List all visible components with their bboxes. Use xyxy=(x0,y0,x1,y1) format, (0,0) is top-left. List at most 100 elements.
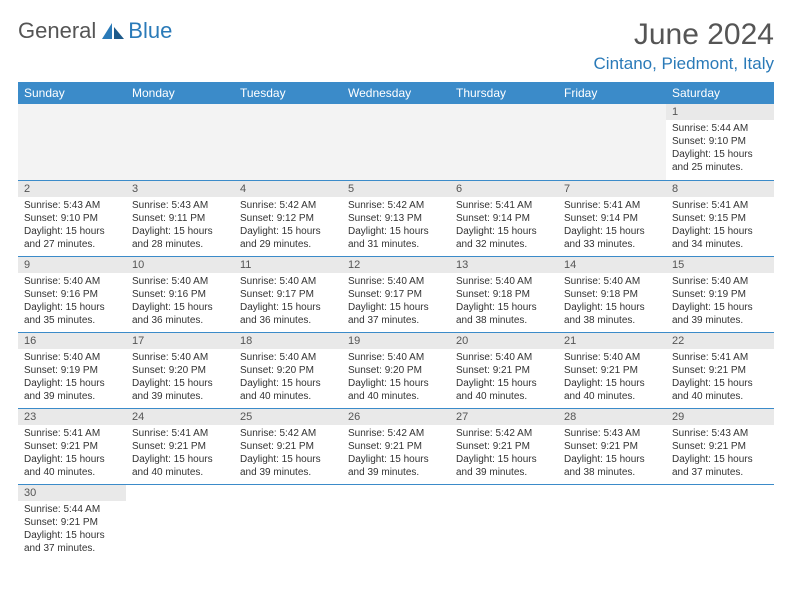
day-number: 2 xyxy=(18,181,126,197)
daylight-text: Daylight: 15 hours and 40 minutes. xyxy=(24,453,120,479)
sunset-text: Sunset: 9:16 PM xyxy=(24,288,120,301)
sunrise-text: Sunrise: 5:42 AM xyxy=(348,199,444,212)
day-body: Sunrise: 5:41 AMSunset: 9:21 PMDaylight:… xyxy=(18,425,126,483)
weekday-header: Monday xyxy=(126,82,234,104)
daylight-text: Daylight: 15 hours and 40 minutes. xyxy=(456,377,552,403)
sunrise-text: Sunrise: 5:42 AM xyxy=(240,199,336,212)
calendar-cell xyxy=(234,484,342,560)
daylight-text: Daylight: 15 hours and 36 minutes. xyxy=(240,301,336,327)
sunrise-text: Sunrise: 5:40 AM xyxy=(24,275,120,288)
sunrise-text: Sunrise: 5:43 AM xyxy=(672,427,768,440)
calendar-cell: 1Sunrise: 5:44 AMSunset: 9:10 PMDaylight… xyxy=(666,104,774,180)
day-number: 20 xyxy=(450,333,558,349)
sunset-text: Sunset: 9:20 PM xyxy=(240,364,336,377)
sunrise-text: Sunrise: 5:40 AM xyxy=(672,275,768,288)
sunrise-text: Sunrise: 5:44 AM xyxy=(24,503,120,516)
calendar-cell: 3Sunrise: 5:43 AMSunset: 9:11 PMDaylight… xyxy=(126,180,234,256)
calendar-cell: 4Sunrise: 5:42 AMSunset: 9:12 PMDaylight… xyxy=(234,180,342,256)
sunset-text: Sunset: 9:14 PM xyxy=(564,212,660,225)
day-number: 9 xyxy=(18,257,126,273)
day-number: 30 xyxy=(18,485,126,501)
daylight-text: Daylight: 15 hours and 37 minutes. xyxy=(348,301,444,327)
calendar-cell xyxy=(558,484,666,560)
brand-logo: General Blue xyxy=(18,18,172,44)
calendar-cell: 9Sunrise: 5:40 AMSunset: 9:16 PMDaylight… xyxy=(18,256,126,332)
sunrise-text: Sunrise: 5:43 AM xyxy=(564,427,660,440)
day-body: Sunrise: 5:42 AMSunset: 9:13 PMDaylight:… xyxy=(342,197,450,255)
sunset-text: Sunset: 9:21 PM xyxy=(672,364,768,377)
day-body: Sunrise: 5:40 AMSunset: 9:16 PMDaylight:… xyxy=(126,273,234,331)
day-body: Sunrise: 5:42 AMSunset: 9:21 PMDaylight:… xyxy=(234,425,342,483)
daylight-text: Daylight: 15 hours and 40 minutes. xyxy=(348,377,444,403)
daylight-text: Daylight: 15 hours and 39 minutes. xyxy=(24,377,120,403)
calendar-cell: 26Sunrise: 5:42 AMSunset: 9:21 PMDayligh… xyxy=(342,408,450,484)
calendar-cell: 27Sunrise: 5:42 AMSunset: 9:21 PMDayligh… xyxy=(450,408,558,484)
day-body: Sunrise: 5:42 AMSunset: 9:21 PMDaylight:… xyxy=(342,425,450,483)
day-body: Sunrise: 5:40 AMSunset: 9:16 PMDaylight:… xyxy=(18,273,126,331)
brand-part2: Blue xyxy=(128,18,172,44)
day-body: Sunrise: 5:43 AMSunset: 9:21 PMDaylight:… xyxy=(666,425,774,483)
daylight-text: Daylight: 15 hours and 34 minutes. xyxy=(672,225,768,251)
day-number: 6 xyxy=(450,181,558,197)
daylight-text: Daylight: 15 hours and 40 minutes. xyxy=(240,377,336,403)
brand-part1: General xyxy=(18,18,96,44)
sunrise-text: Sunrise: 5:41 AM xyxy=(24,427,120,440)
calendar-cell: 25Sunrise: 5:42 AMSunset: 9:21 PMDayligh… xyxy=(234,408,342,484)
calendar-cell: 6Sunrise: 5:41 AMSunset: 9:14 PMDaylight… xyxy=(450,180,558,256)
sunrise-text: Sunrise: 5:41 AM xyxy=(132,427,228,440)
daylight-text: Daylight: 15 hours and 40 minutes. xyxy=(672,377,768,403)
daylight-text: Daylight: 15 hours and 38 minutes. xyxy=(564,301,660,327)
day-body: Sunrise: 5:40 AMSunset: 9:18 PMDaylight:… xyxy=(450,273,558,331)
calendar-cell: 19Sunrise: 5:40 AMSunset: 9:20 PMDayligh… xyxy=(342,332,450,408)
sunset-text: Sunset: 9:19 PM xyxy=(672,288,768,301)
calendar-cell: 7Sunrise: 5:41 AMSunset: 9:14 PMDaylight… xyxy=(558,180,666,256)
daylight-text: Daylight: 15 hours and 33 minutes. xyxy=(564,225,660,251)
sunset-text: Sunset: 9:10 PM xyxy=(24,212,120,225)
day-body: Sunrise: 5:40 AMSunset: 9:17 PMDaylight:… xyxy=(342,273,450,331)
day-body: Sunrise: 5:40 AMSunset: 9:19 PMDaylight:… xyxy=(666,273,774,331)
sunset-text: Sunset: 9:15 PM xyxy=(672,212,768,225)
day-number: 8 xyxy=(666,181,774,197)
sunset-text: Sunset: 9:14 PM xyxy=(456,212,552,225)
sunrise-text: Sunrise: 5:42 AM xyxy=(456,427,552,440)
weekday-header: Sunday xyxy=(18,82,126,104)
calendar-cell: 21Sunrise: 5:40 AMSunset: 9:21 PMDayligh… xyxy=(558,332,666,408)
sunrise-text: Sunrise: 5:40 AM xyxy=(240,351,336,364)
day-number: 16 xyxy=(18,333,126,349)
sunrise-text: Sunrise: 5:43 AM xyxy=(132,199,228,212)
calendar-cell: 22Sunrise: 5:41 AMSunset: 9:21 PMDayligh… xyxy=(666,332,774,408)
day-number: 11 xyxy=(234,257,342,273)
daylight-text: Daylight: 15 hours and 39 minutes. xyxy=(132,377,228,403)
sunset-text: Sunset: 9:11 PM xyxy=(132,212,228,225)
sunrise-text: Sunrise: 5:42 AM xyxy=(240,427,336,440)
calendar-row: 9Sunrise: 5:40 AMSunset: 9:16 PMDaylight… xyxy=(18,256,774,332)
sunset-text: Sunset: 9:21 PM xyxy=(24,516,120,529)
calendar-table: SundayMondayTuesdayWednesdayThursdayFrid… xyxy=(18,82,774,560)
day-number: 7 xyxy=(558,181,666,197)
sunrise-text: Sunrise: 5:40 AM xyxy=(348,275,444,288)
weekday-header: Tuesday xyxy=(234,82,342,104)
sunset-text: Sunset: 9:21 PM xyxy=(24,440,120,453)
sunrise-text: Sunrise: 5:40 AM xyxy=(564,275,660,288)
day-body: Sunrise: 5:41 AMSunset: 9:21 PMDaylight:… xyxy=(126,425,234,483)
calendar-cell xyxy=(558,104,666,180)
sunrise-text: Sunrise: 5:40 AM xyxy=(564,351,660,364)
sunset-text: Sunset: 9:21 PM xyxy=(564,440,660,453)
sunset-text: Sunset: 9:18 PM xyxy=(456,288,552,301)
day-body: Sunrise: 5:40 AMSunset: 9:20 PMDaylight:… xyxy=(126,349,234,407)
daylight-text: Daylight: 15 hours and 39 minutes. xyxy=(240,453,336,479)
calendar-cell: 23Sunrise: 5:41 AMSunset: 9:21 PMDayligh… xyxy=(18,408,126,484)
sunrise-text: Sunrise: 5:41 AM xyxy=(672,199,768,212)
sunset-text: Sunset: 9:20 PM xyxy=(348,364,444,377)
calendar-cell: 12Sunrise: 5:40 AMSunset: 9:17 PMDayligh… xyxy=(342,256,450,332)
sunset-text: Sunset: 9:19 PM xyxy=(24,364,120,377)
calendar-cell: 18Sunrise: 5:40 AMSunset: 9:20 PMDayligh… xyxy=(234,332,342,408)
sunrise-text: Sunrise: 5:40 AM xyxy=(24,351,120,364)
daylight-text: Daylight: 15 hours and 40 minutes. xyxy=(564,377,660,403)
weekday-header: Friday xyxy=(558,82,666,104)
sail-icon xyxy=(100,21,126,41)
day-number: 23 xyxy=(18,409,126,425)
sunset-text: Sunset: 9:16 PM xyxy=(132,288,228,301)
day-body: Sunrise: 5:40 AMSunset: 9:19 PMDaylight:… xyxy=(18,349,126,407)
calendar-body: 1Sunrise: 5:44 AMSunset: 9:10 PMDaylight… xyxy=(18,104,774,560)
